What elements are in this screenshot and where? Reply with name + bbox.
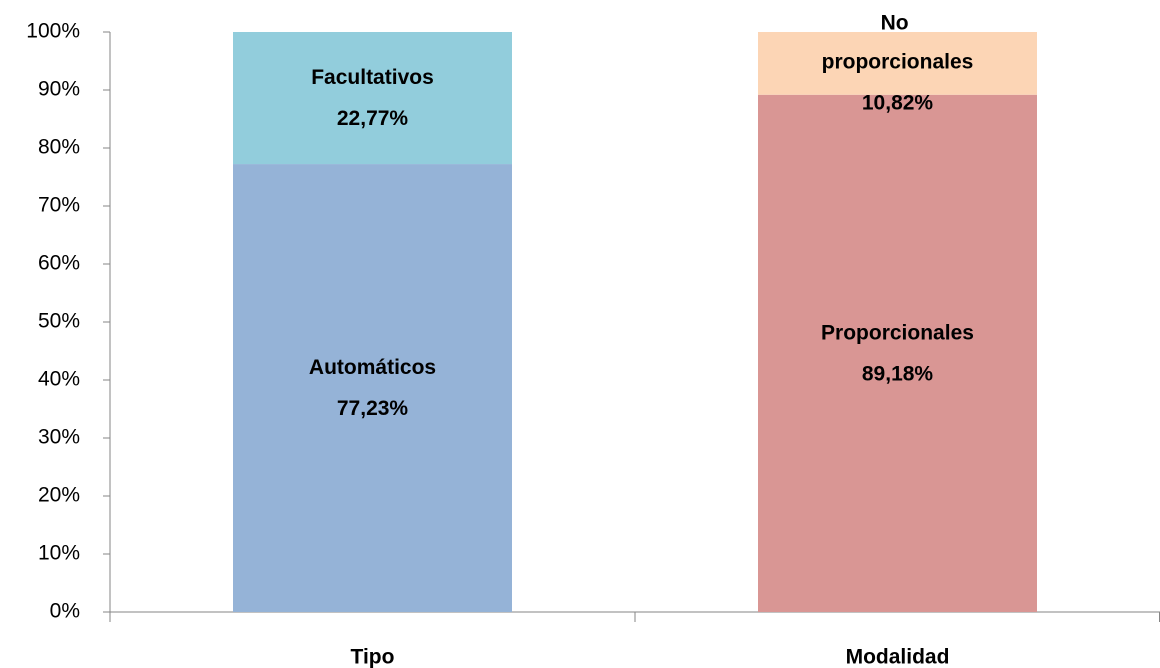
data-label: Proporcionales 89,18% xyxy=(821,321,974,385)
bar-segment xyxy=(758,32,1037,95)
data-label: Facultativos 22,77% xyxy=(311,66,434,130)
y-tick-label: 80% xyxy=(38,136,80,159)
y-tick-label: 10% xyxy=(38,542,80,565)
data-label: No proporcionales 10,82% xyxy=(822,11,974,114)
data-label-value: 10,82% xyxy=(862,91,934,114)
y-tick-label: 50% xyxy=(38,310,80,333)
bar-segment xyxy=(233,164,512,613)
data-label-value: 77,23% xyxy=(337,397,409,420)
data-label: Automáticos 77,23% xyxy=(309,356,436,420)
y-tick-label: 70% xyxy=(38,194,80,217)
data-label-value: 22,77% xyxy=(337,107,409,130)
y-tick-label: 20% xyxy=(38,484,80,507)
x-tick-label: Modalidad xyxy=(846,646,950,668)
y-tick-label: 100% xyxy=(26,20,80,43)
y-tick-label: 60% xyxy=(38,252,80,275)
y-tick-label: 90% xyxy=(38,78,80,101)
data-label-name: No proporcionales xyxy=(822,11,974,73)
data-label-value: 89,18% xyxy=(862,362,934,385)
x-tick-label: Tipo xyxy=(351,646,395,668)
y-tick-label: 40% xyxy=(38,368,80,391)
bar-segment xyxy=(233,32,512,165)
y-tick-label: 0% xyxy=(50,600,80,623)
data-label-name: Proporcionales xyxy=(821,321,974,344)
y-tick-label: 30% xyxy=(38,426,80,449)
data-label-name: Automáticos xyxy=(309,356,436,379)
bar-segment xyxy=(758,94,1037,613)
data-label-name: Facultativos xyxy=(311,66,434,89)
